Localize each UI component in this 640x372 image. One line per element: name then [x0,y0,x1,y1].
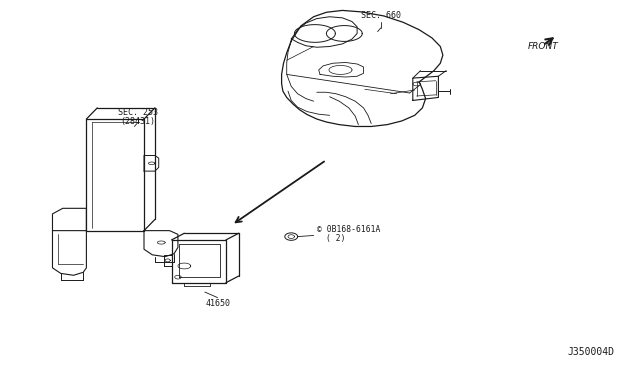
Text: SEC. 660: SEC. 660 [361,12,401,20]
Text: J350004D: J350004D [568,347,614,357]
Text: SEC. 253: SEC. 253 [118,108,157,117]
Text: FRONT: FRONT [528,42,559,51]
Text: 41650: 41650 [205,299,230,308]
Text: ( 2): ( 2) [326,234,346,243]
Text: (28431): (28431) [120,118,155,126]
Text: © 0B168-6161A: © 0B168-6161A [317,225,380,234]
